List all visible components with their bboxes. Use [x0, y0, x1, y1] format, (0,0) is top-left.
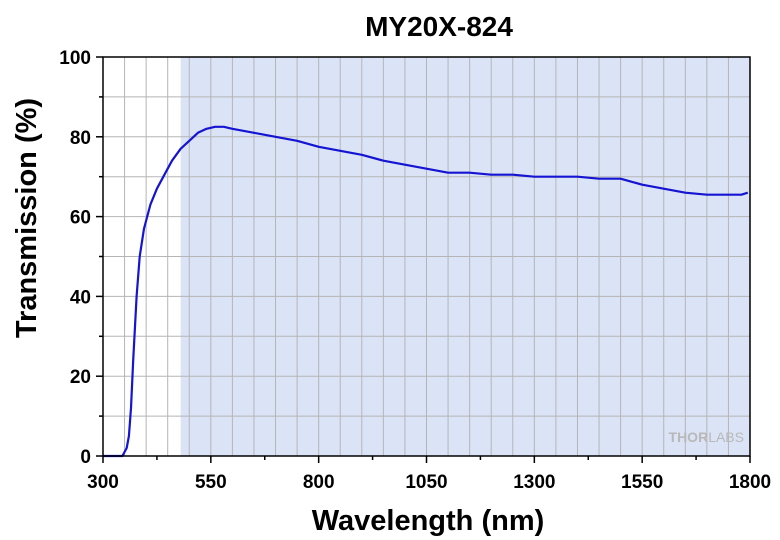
gridlines [103, 57, 750, 456]
watermark-brand-a: THOR [669, 429, 709, 445]
x-tick-label: 800 [303, 472, 335, 493]
series-line-0 [103, 125, 749, 458]
x-tick-label: 1800 [729, 472, 771, 493]
y-tick-label: 20 [70, 367, 91, 388]
y-tick-label: 80 [70, 128, 91, 149]
x-tick-labels: 300 550 800 1050 1300 1550 1800 [87, 472, 771, 493]
chart-title: MY20X-824 [365, 11, 513, 42]
y-tick-label: 60 [70, 208, 91, 229]
x-axis-label: Wavelength (nm) [312, 505, 545, 537]
x-tick-label: 1300 [513, 472, 555, 493]
x-tick-label: 1050 [405, 472, 447, 493]
series-layer [103, 125, 749, 458]
tick-marks [96, 56, 751, 463]
y-tick-label: 100 [59, 48, 91, 69]
y-tick-label: 0 [80, 447, 91, 468]
x-tick-label: 550 [195, 472, 227, 493]
x-tick-label: 1550 [621, 472, 663, 493]
y-tick-labels: 0 20 40 60 80 100 [59, 48, 91, 468]
x-tick-label: 300 [87, 472, 119, 493]
thorlabs-watermark: THORLABS [669, 429, 744, 445]
y-axis-label: Transmission (%) [11, 98, 43, 338]
y-tick-label: 40 [70, 287, 91, 308]
watermark-brand-b: LABS [708, 429, 744, 445]
